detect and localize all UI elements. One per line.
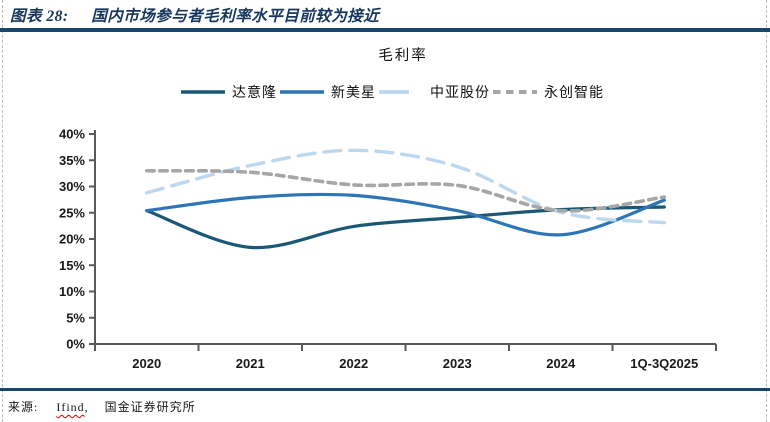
- legend-item-1: 新美星: [279, 82, 378, 102]
- legend-label: 达意隆: [232, 86, 277, 101]
- legend-item-2: 中亚股份: [378, 82, 492, 102]
- y-tick-label: 25%: [59, 205, 85, 220]
- series-line-2: [145, 148, 666, 225]
- legend-line-icon: [493, 90, 537, 94]
- legend-item-3: 永创智能: [492, 82, 606, 102]
- y-tick-label: 10%: [59, 284, 85, 299]
- legend-line-icon: [280, 90, 324, 94]
- source-institute: 国金证券研究所: [104, 400, 196, 414]
- y-tick-label: 5%: [66, 310, 85, 325]
- y-tick-label: 20%: [59, 232, 85, 247]
- figure-title: 国内市场参与者毛利率水平目前较为接近: [91, 8, 380, 25]
- x-tick-label: 1Q-3Q2025: [630, 356, 698, 371]
- y-tick-label: 35%: [59, 153, 85, 168]
- x-tick-label: 2021: [236, 356, 265, 371]
- y-tick-label: 30%: [59, 179, 85, 194]
- right-dashed-border: [766, 0, 767, 422]
- source-prefix: 来源:: [8, 400, 39, 414]
- legend-line-icon: [181, 90, 225, 94]
- y-tick-label: 0%: [66, 337, 85, 352]
- footer-rule: [0, 388, 770, 391]
- y-tick-label: 15%: [59, 258, 85, 273]
- source-vendor: Ifind: [56, 400, 85, 414]
- source-separator: ,: [84, 400, 89, 414]
- series-line-1: [145, 192, 666, 237]
- legend-label: 永创智能: [544, 86, 604, 101]
- source-line: 来源: Ifind, 国金证券研究所: [8, 398, 758, 415]
- series-line-0: [145, 205, 666, 250]
- y-tick-label: 40%: [59, 127, 85, 142]
- x-tick-label: 2023: [443, 356, 472, 371]
- legend-line-icon: [379, 90, 423, 94]
- x-tick-label: 2022: [339, 356, 368, 371]
- figure-label: 图表 28:: [10, 8, 69, 25]
- x-tick-label: 2020: [132, 356, 161, 371]
- x-tick-label: 2024: [546, 356, 576, 371]
- figure-header: 图表 28: 国内市场参与者毛利率水平目前较为接近: [10, 4, 760, 26]
- chart-title: 毛利率: [378, 48, 428, 64]
- legend-label: 中亚股份: [430, 86, 490, 101]
- legend-label: 新美星: [331, 86, 376, 101]
- legend-item-0: 达意隆: [180, 82, 279, 102]
- series-line-3: [144, 168, 667, 213]
- header-rule: [0, 28, 770, 32]
- line-chart: 0% 5% 10% 15% 20% 25% 30% 35% 40% 2020 2021 2022 202…: [59, 127, 717, 371]
- left-dashed-border: [2, 0, 3, 422]
- chart-legend: 达意隆 新美星 中亚股份 永创智能: [8, 82, 770, 102]
